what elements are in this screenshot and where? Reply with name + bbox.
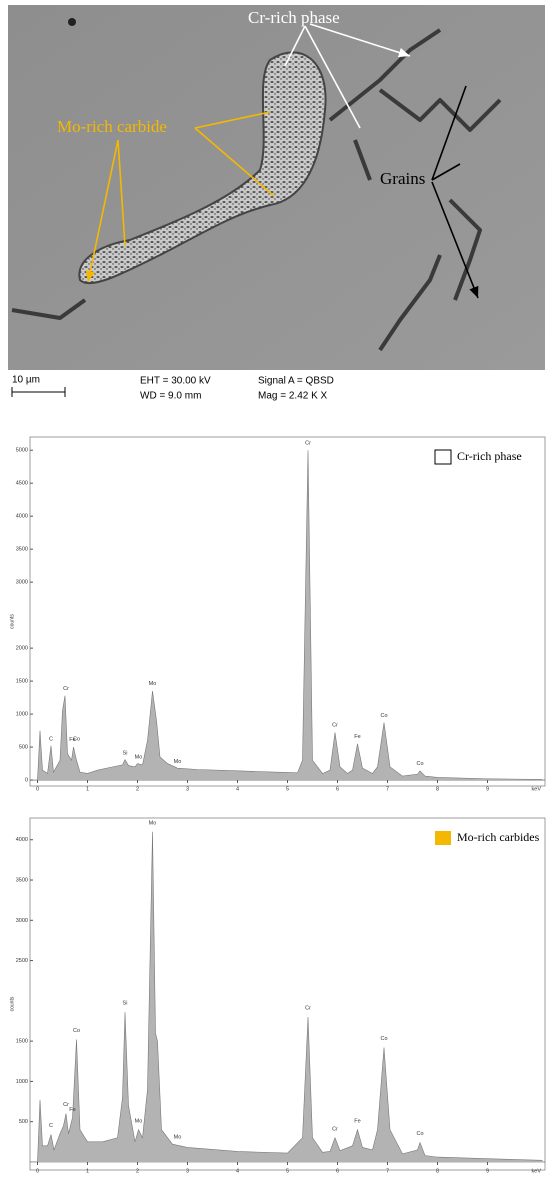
x-tick-label: 1	[86, 1168, 89, 1174]
spectrum-line	[37, 450, 543, 781]
peak-label: Cr	[63, 686, 69, 692]
y-tick-label: 3500	[16, 547, 28, 553]
scale-label: 10 µm	[12, 375, 40, 386]
peak-label: Mo	[149, 820, 157, 826]
micrograph: Cr-rich phase Mo-rich carbide Grains 10 …	[8, 5, 545, 410]
mo-arrows	[88, 111, 275, 282]
x-axis-label: keV	[532, 1168, 542, 1174]
x-tick-label: 1	[86, 787, 89, 793]
y-tick-label: 3500	[16, 877, 28, 883]
y-axis-label: counts	[9, 996, 15, 1011]
x-tick-label: 6	[336, 787, 339, 793]
x-tick-label: 8	[436, 1168, 439, 1174]
x-axis-label: keV	[532, 787, 542, 793]
info-text: WD = 9.0 mm	[140, 391, 201, 402]
peak-label: Mo	[174, 759, 182, 765]
peak-label: Si	[123, 750, 128, 756]
peak-label: Co	[380, 1036, 387, 1042]
y-tick-label: 500	[19, 745, 28, 751]
x-tick-label: 6	[336, 1168, 339, 1174]
x-tick-label: 4	[236, 787, 239, 793]
x-tick-label: 5	[286, 1168, 289, 1174]
y-tick-label: 4000	[16, 514, 28, 520]
plot-frame	[29, 436, 546, 787]
peak-label: Si	[123, 1001, 128, 1007]
peak-label: Fe	[69, 737, 75, 743]
x-tick-label: 8	[436, 787, 439, 793]
y-tick-label: 1000	[16, 1079, 28, 1085]
legend-label: Cr-rich phase	[457, 449, 522, 463]
y-tick-label: 3000	[16, 918, 28, 924]
y-tick-label: 500	[19, 1119, 28, 1125]
cr-label: Cr-rich phase	[248, 8, 340, 27]
x-tick-label: 2	[136, 787, 139, 793]
plot-frame	[29, 817, 546, 1171]
info-text: Mag = 2.42 K X	[258, 391, 328, 402]
x-tick-label: 9	[486, 787, 489, 793]
info-text: EHT = 30.00 kV	[140, 376, 211, 387]
legend-label: Mo-rich carbides	[457, 830, 540, 844]
x-tick-label: 0	[36, 787, 39, 793]
peak-label: Mo	[174, 1134, 182, 1140]
y-tick-label: 4000	[16, 837, 28, 843]
peak-label: Cr	[305, 440, 311, 446]
peak-label: Co	[73, 1028, 80, 1034]
x-tick-label: 5	[286, 787, 289, 793]
peak-label: Co	[380, 713, 387, 719]
peak-label: Cr	[332, 723, 338, 729]
peak-label: C	[49, 1123, 53, 1129]
peak-label: Cr	[332, 1126, 338, 1132]
carbide-region	[78, 51, 327, 285]
grains-label: Grains	[380, 169, 425, 188]
x-tick-label: 9	[486, 1168, 489, 1174]
x-tick-label: 3	[186, 787, 189, 793]
x-tick-label: 0	[36, 1168, 39, 1174]
info-text: Signal A = QBSD	[258, 376, 334, 387]
peak-label: Fe	[69, 1107, 75, 1113]
cracks	[11, 28, 502, 352]
y-tick-label: 1500	[16, 1039, 28, 1045]
dark-spot	[68, 18, 76, 26]
peak-label: Mo	[135, 1118, 143, 1124]
peak-label: Cr	[63, 1102, 69, 1108]
y-tick-label: 0	[25, 778, 28, 784]
y-tick-label: 2000	[16, 646, 28, 652]
spectrum-line	[37, 831, 543, 1162]
y-tick-label: 5000	[16, 448, 28, 454]
legend-swatch	[435, 831, 451, 845]
peak-label: Fe	[354, 1118, 360, 1124]
y-tick-label: 1500	[16, 679, 28, 685]
peak-label: Mo	[149, 681, 157, 687]
peak-label: Co	[416, 761, 423, 767]
y-axis-label: counts	[9, 614, 15, 629]
y-tick-label: 3000	[16, 580, 28, 586]
scale-bar	[11, 387, 66, 397]
peak-label: Co	[416, 1131, 423, 1137]
mo-label: Mo-rich carbide	[57, 117, 167, 136]
spectrum-chart: 0 500 1000 1500 2000 3000 3500 4000 4500 5000 0 1 2 3…	[9, 436, 546, 793]
y-tick-label: 4500	[16, 481, 28, 487]
peak-label: Fe	[354, 734, 360, 740]
peak-label: Co	[73, 737, 80, 743]
legend-swatch	[434, 449, 452, 465]
spectrum-chart: 500 1000 1500 2500 3000 3500 4000 0 1 2 3 4 5 6 7 8 9 keV…	[9, 817, 546, 1174]
y-tick-label: 1000	[16, 712, 28, 718]
info-bar	[8, 370, 545, 410]
x-tick-label: 7	[386, 1168, 389, 1174]
x-tick-label: 3	[186, 1168, 189, 1174]
cr-arrows	[284, 23, 410, 129]
peak-label: Cr	[305, 1006, 311, 1012]
y-tick-label: 2500	[16, 958, 28, 964]
x-tick-label: 7	[386, 787, 389, 793]
peak-label: C	[49, 737, 53, 743]
grain-arrows	[431, 85, 478, 298]
x-tick-label: 2	[136, 1168, 139, 1174]
x-tick-label: 4	[236, 1168, 239, 1174]
peak-label: Mo	[135, 754, 143, 760]
